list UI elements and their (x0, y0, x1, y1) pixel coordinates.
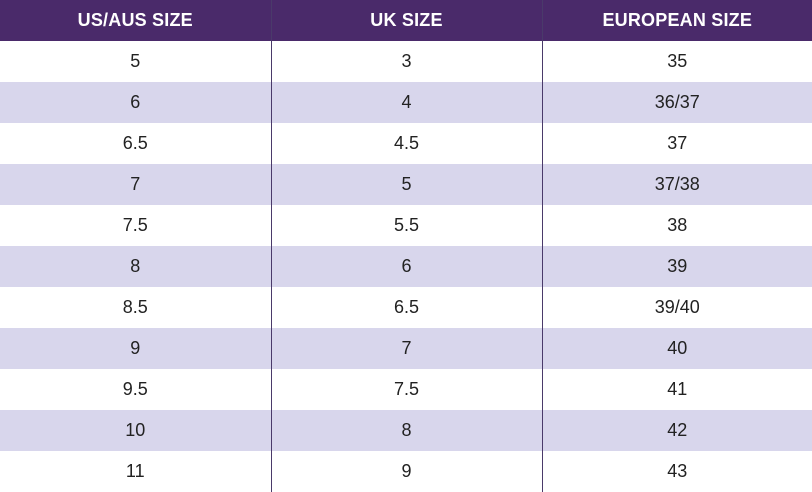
european-size-cell: 40 (541, 328, 812, 369)
table-row: 9.5 7.5 41 (0, 369, 812, 410)
header-european-size: EUROPEAN SIZE (541, 0, 812, 41)
us-aus-size-cell: 6 (0, 82, 271, 123)
us-aus-size-cell: 6.5 (0, 123, 271, 164)
table-row: 11 9 43 (0, 451, 812, 492)
uk-size-cell: 5.5 (270, 205, 542, 246)
us-aus-size-cell: 11 (0, 451, 271, 492)
table-row: 6.5 4.5 37 (0, 123, 812, 164)
table-row: 7 5 37/38 (0, 164, 812, 205)
table-header: US/AUS SIZE UK SIZE EUROPEAN SIZE (0, 0, 812, 41)
uk-size-cell: 4 (270, 82, 542, 123)
uk-size-cell: 9 (270, 451, 542, 492)
header-row: US/AUS SIZE UK SIZE EUROPEAN SIZE (0, 0, 812, 41)
us-aus-size-cell: 8 (0, 246, 271, 287)
european-size-cell: 37/38 (541, 164, 812, 205)
table-row: 10 8 42 (0, 410, 812, 451)
uk-size-cell: 6.5 (270, 287, 542, 328)
us-aus-size-cell: 8.5 (0, 287, 271, 328)
european-size-cell: 42 (541, 410, 812, 451)
european-size-cell: 36/37 (541, 82, 812, 123)
us-aus-size-cell: 10 (0, 410, 271, 451)
european-size-cell: 35 (541, 41, 812, 82)
table-row: 6 4 36/37 (0, 82, 812, 123)
uk-size-cell: 3 (270, 41, 542, 82)
uk-size-cell: 5 (270, 164, 542, 205)
uk-size-cell: 7 (270, 328, 542, 369)
uk-size-cell: 8 (270, 410, 542, 451)
european-size-cell: 39/40 (541, 287, 812, 328)
european-size-cell: 41 (541, 369, 812, 410)
european-size-cell: 37 (541, 123, 812, 164)
european-size-cell: 39 (541, 246, 812, 287)
table-row: 7.5 5.5 38 (0, 205, 812, 246)
uk-size-cell: 6 (270, 246, 542, 287)
european-size-cell: 38 (541, 205, 812, 246)
us-aus-size-cell: 5 (0, 41, 271, 82)
table-row: 8.5 6.5 39/40 (0, 287, 812, 328)
uk-size-cell: 4.5 (270, 123, 542, 164)
us-aus-size-cell: 9 (0, 328, 271, 369)
table-row: 5 3 35 (0, 41, 812, 82)
header-us-aus-size: US/AUS SIZE (0, 0, 271, 41)
uk-size-cell: 7.5 (270, 369, 542, 410)
table-row: 9 7 40 (0, 328, 812, 369)
us-aus-size-cell: 9.5 (0, 369, 271, 410)
table-row: 8 6 39 (0, 246, 812, 287)
us-aus-size-cell: 7 (0, 164, 271, 205)
table-body: 5 3 35 6 4 36/37 6.5 4.5 37 7 5 37/38 7.… (0, 41, 812, 492)
us-aus-size-cell: 7.5 (0, 205, 271, 246)
header-uk-size: UK SIZE (270, 0, 542, 41)
european-size-cell: 43 (541, 451, 812, 492)
